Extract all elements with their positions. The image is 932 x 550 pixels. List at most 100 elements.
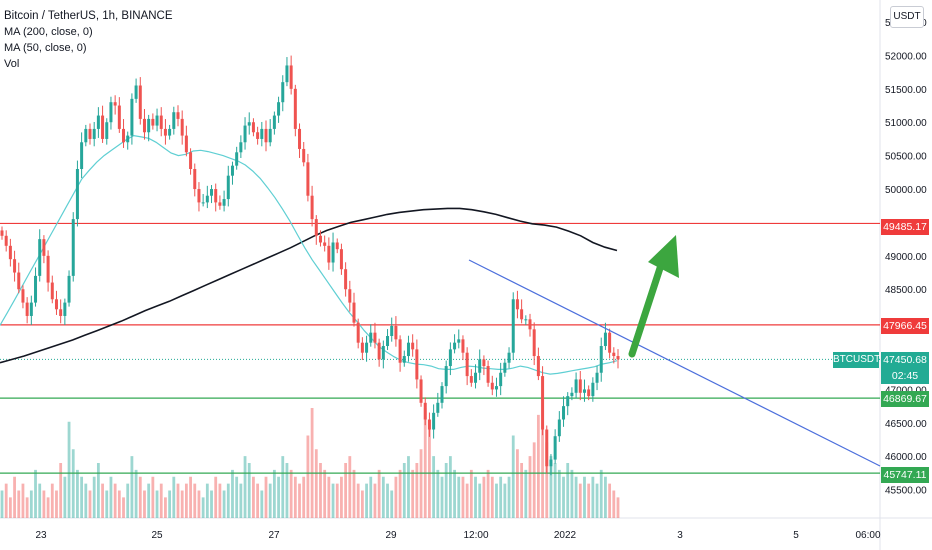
volume-bar — [109, 476, 113, 518]
candle-body — [474, 372, 478, 383]
volume-bar — [289, 469, 293, 518]
candle-body — [289, 65, 293, 89]
x-tick-label: 5 — [793, 530, 799, 541]
candle-body — [147, 118, 151, 133]
volume-bar — [63, 476, 67, 518]
volume-bar — [570, 469, 574, 518]
candle-body — [75, 169, 79, 220]
volume-bar — [344, 463, 348, 518]
candle-body — [8, 245, 12, 260]
candle-body — [0, 230, 4, 236]
volume-bar — [377, 469, 381, 518]
volume-bar — [356, 483, 360, 518]
candle-body — [277, 102, 281, 116]
volume-bar — [247, 463, 251, 518]
candle-body — [214, 189, 218, 203]
volume-bar — [499, 476, 503, 518]
volume-bar — [553, 463, 557, 518]
volume-bar — [448, 456, 452, 518]
candle-body — [180, 118, 184, 136]
volume-bar — [415, 463, 419, 518]
symbol-label: BTCUSDT — [833, 352, 880, 368]
volume-bar — [486, 469, 490, 518]
candle-body — [4, 235, 8, 246]
volume-bar — [574, 476, 578, 518]
volume-bar — [17, 490, 21, 518]
candle-body — [84, 128, 88, 143]
volume-bar — [46, 497, 50, 518]
volume-bar — [604, 476, 607, 518]
ma50-line — [0, 134, 618, 375]
candle-body — [163, 128, 167, 136]
candle-body — [356, 322, 360, 343]
volume-bar — [327, 476, 331, 518]
candle-body — [423, 402, 427, 420]
candle-body — [126, 135, 130, 143]
volume-bar — [608, 483, 612, 518]
candle-body — [528, 319, 532, 330]
candle-body — [553, 436, 557, 460]
volume-bar — [331, 483, 335, 518]
volume-bar — [298, 483, 301, 518]
candle-body — [448, 349, 452, 367]
candle-body — [172, 112, 176, 129]
candle-body — [29, 302, 33, 316]
volume-bar — [122, 497, 125, 518]
volume-bar — [117, 490, 121, 518]
candle-body — [218, 202, 222, 206]
x-tick-label: 29 — [385, 530, 397, 541]
bar-countdown: 02:45 — [891, 370, 919, 382]
candle-body — [101, 115, 105, 139]
volume-bar — [323, 469, 327, 518]
candle-body — [193, 169, 197, 190]
volume-bar — [13, 476, 16, 518]
candle-body — [59, 309, 63, 316]
volume-bar — [0, 490, 4, 518]
candle-body — [159, 115, 163, 129]
volume-bar — [394, 476, 398, 518]
volume-bar — [235, 476, 239, 518]
candle-body — [142, 118, 146, 133]
volume-bar — [260, 490, 264, 518]
candle-body — [582, 389, 586, 393]
volume-bar — [436, 469, 440, 518]
legend-vol: Vol — [4, 58, 20, 70]
current-price-tag: 47450.68 02:45 — [881, 352, 929, 384]
x-tick-label: 12:00 — [463, 530, 488, 541]
volume-bar — [478, 483, 482, 518]
volume-bar — [184, 483, 188, 518]
volume-bar — [71, 449, 75, 518]
volume-bar — [557, 469, 561, 518]
level-price-tag-46869: 46869.67 — [881, 391, 929, 407]
candle-body — [17, 272, 21, 290]
candle-body — [105, 122, 109, 139]
y-tick-label: 45500.00 — [885, 486, 927, 497]
volume-bar — [59, 463, 63, 518]
volume-bar — [176, 483, 180, 518]
volume-bar — [285, 463, 289, 518]
candle-body — [13, 259, 17, 273]
volume-bar — [566, 463, 570, 518]
candle-body — [46, 255, 50, 283]
candle-body — [155, 115, 159, 126]
candle-body — [566, 396, 570, 407]
legend-title: Bitcoin / TetherUS, 1h, BINANCE — [4, 10, 173, 22]
volume-bar — [293, 476, 297, 518]
volume-bar — [189, 476, 192, 518]
x-tick-label: 3 — [677, 530, 683, 541]
candle-body — [394, 325, 398, 340]
candle-body — [247, 122, 251, 126]
volume-bar — [583, 476, 586, 518]
arrow-head — [648, 235, 679, 278]
candle-body — [348, 289, 352, 303]
volume-bar — [88, 490, 92, 518]
volume-bar — [461, 476, 465, 518]
volume-bar — [21, 483, 25, 518]
y-tick-label: 48500.00 — [885, 285, 927, 296]
candle-body — [67, 275, 71, 303]
candle-body — [80, 142, 84, 169]
currency-unit-button[interactable]: USDT — [890, 6, 924, 28]
candle-body — [415, 349, 419, 380]
